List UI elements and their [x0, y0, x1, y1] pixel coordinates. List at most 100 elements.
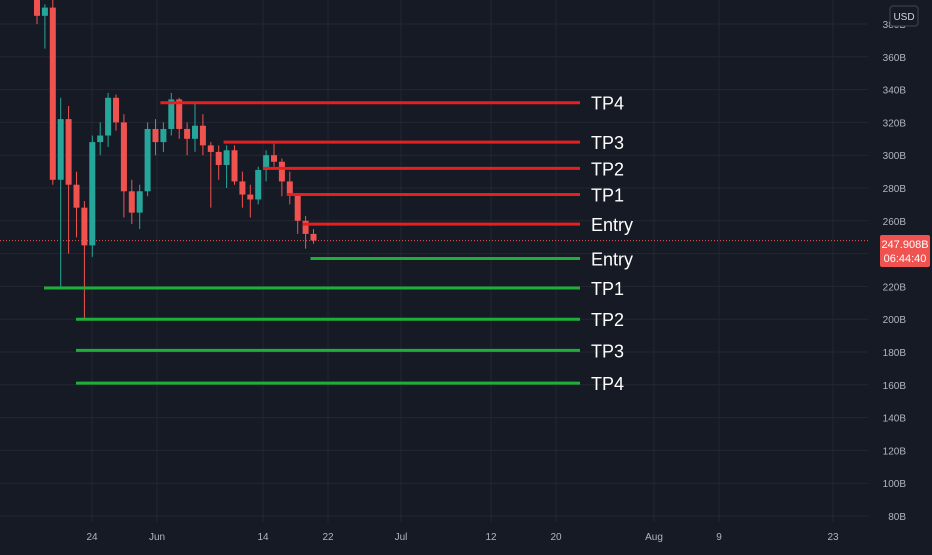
y-tick-label: 280B	[883, 184, 907, 195]
y-tick-label: 360B	[883, 53, 907, 64]
candle[interactable]	[152, 119, 159, 156]
currency-label: USD	[893, 12, 914, 23]
candle-body	[302, 220, 309, 234]
candle[interactable]	[286, 171, 293, 205]
buy-level-tp2[interactable]: TP2	[76, 310, 624, 330]
candle-body	[160, 128, 167, 143]
candle-body	[89, 142, 96, 246]
candle[interactable]	[176, 97, 183, 139]
candle[interactable]	[89, 135, 96, 257]
last-price-value: 247.908B	[881, 239, 928, 251]
candle[interactable]	[207, 142, 214, 208]
y-tick-label: 220B	[883, 282, 907, 293]
candle[interactable]	[184, 122, 191, 156]
candle[interactable]	[49, 0, 56, 185]
y-tick-label: 120B	[883, 446, 907, 457]
candle[interactable]	[65, 106, 72, 254]
candle[interactable]	[168, 92, 175, 136]
price-axis-bg	[870, 0, 932, 550]
candle[interactable]	[41, 4, 48, 49]
buy-level-tp4[interactable]: TP4	[76, 374, 624, 394]
candle-body	[97, 135, 104, 143]
candle-body	[73, 184, 80, 208]
candle[interactable]	[136, 184, 143, 229]
candle-body	[239, 181, 246, 195]
y-tick-label: 260B	[883, 217, 907, 228]
sell-level-entry[interactable]: Entry	[302, 215, 633, 235]
currency-badge[interactable]	[889, 5, 919, 27]
y-tick-label: 160B	[883, 381, 907, 392]
candle[interactable]	[105, 92, 112, 147]
candle-body	[65, 119, 72, 185]
candle[interactable]	[128, 179, 135, 225]
buy-level-entry[interactable]: Entry	[310, 250, 634, 270]
sell-level-label: TP3	[591, 133, 624, 153]
y-tick-label: 300B	[883, 151, 907, 162]
candle[interactable]	[263, 150, 270, 182]
candles[interactable]	[34, 0, 317, 320]
candle[interactable]	[223, 145, 230, 188]
candle[interactable]	[57, 97, 64, 290]
candle[interactable]	[144, 122, 151, 197]
x-tick-label: 9	[716, 532, 722, 543]
y-tick-label: 140B	[883, 414, 907, 425]
candle-body	[57, 119, 64, 180]
sell-level-label: TP4	[591, 94, 624, 114]
candle-body	[199, 125, 206, 146]
candle[interactable]	[73, 171, 80, 238]
candle[interactable]	[81, 201, 88, 320]
x-tick-label: 24	[86, 532, 98, 543]
candle-body	[120, 122, 127, 192]
y-tick-label: 320B	[883, 118, 907, 129]
x-tick-label: 20	[550, 532, 562, 543]
candle[interactable]	[247, 184, 254, 218]
candle-body	[113, 97, 119, 123]
candle-body	[136, 191, 143, 213]
buy-level-tp1[interactable]: TP1	[44, 279, 624, 299]
price-axis[interactable]: 80B100B120B140B160B180B200B220B240B260B2…	[870, 0, 932, 550]
candle[interactable]	[192, 102, 198, 152]
sell-level-label: TP2	[591, 159, 624, 179]
x-tick-label: 14	[257, 532, 269, 543]
sell-level-tp1[interactable]: TP1	[286, 186, 624, 206]
candle[interactable]	[239, 171, 246, 208]
candle-body	[255, 169, 262, 200]
candle[interactable]	[215, 145, 222, 180]
candle-body	[286, 181, 293, 195]
sell-level-tp4[interactable]: TP4	[160, 94, 624, 114]
candle[interactable]	[271, 143, 277, 167]
target-levels[interactable]: TP4 TP3 TP2 TP1 Entry Entry TP1 TP2 TP3 TP4	[44, 94, 633, 394]
sell-level-tp3[interactable]: TP3	[223, 133, 624, 153]
x-tick-label: Aug	[645, 532, 663, 543]
candle[interactable]	[199, 114, 206, 156]
candle[interactable]	[113, 94, 119, 131]
candle[interactable]	[97, 122, 104, 156]
candle-body	[176, 99, 183, 129]
candle[interactable]	[34, 0, 40, 24]
candle[interactable]	[310, 229, 317, 244]
x-tick-label: Jul	[395, 532, 408, 543]
candle[interactable]	[294, 192, 301, 234]
candle[interactable]	[255, 166, 262, 205]
sell-level-label: TP1	[591, 186, 624, 206]
candle-body	[34, 0, 40, 16]
candle[interactable]	[278, 158, 285, 197]
candle[interactable]	[302, 215, 309, 249]
candle-body	[144, 128, 151, 192]
candle[interactable]	[120, 114, 127, 218]
sell-level-tp2[interactable]: TP2	[263, 159, 624, 179]
time-axis-bg	[0, 524, 932, 550]
candle-body	[278, 161, 285, 182]
last-price-badge	[880, 235, 930, 267]
candle[interactable]	[160, 122, 167, 152]
time-axis[interactable]: 24 Jun 14 22 Jul 12 20 Aug 9 23	[0, 524, 932, 550]
y-tick-label: 180B	[883, 348, 907, 359]
buy-level-tp3[interactable]: TP3	[76, 341, 624, 361]
buy-level-label: TP4	[591, 374, 624, 394]
candle-body	[231, 150, 238, 182]
candle[interactable]	[231, 145, 238, 185]
candle-body	[223, 150, 230, 166]
y-tick-label: 200B	[883, 315, 907, 326]
